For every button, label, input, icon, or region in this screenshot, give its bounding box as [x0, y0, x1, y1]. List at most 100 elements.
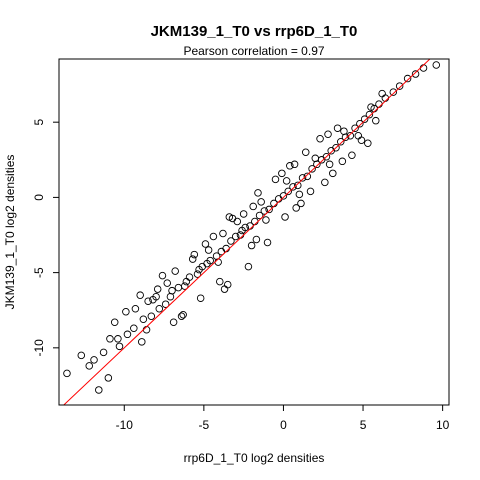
data-point — [279, 192, 288, 200]
data-point — [179, 310, 187, 319]
data-point — [306, 187, 315, 196]
data-point — [252, 235, 261, 244]
data-point — [321, 178, 329, 187]
data-point — [254, 189, 262, 197]
data-point — [63, 369, 71, 378]
data-point — [110, 318, 119, 327]
chart-title: JKM139_1_T0 vs rrp6D_1_T0 — [151, 23, 358, 40]
data-point — [99, 348, 108, 357]
data-point — [432, 61, 441, 69]
data-point — [292, 204, 300, 212]
x-tick-label: -5 — [199, 418, 210, 432]
data-point — [142, 326, 151, 334]
data-point — [284, 187, 292, 196]
data-point — [249, 202, 257, 211]
data-point — [153, 285, 162, 293]
x-tick-label: -10 — [116, 418, 134, 432]
data-point — [332, 144, 340, 152]
data-point — [122, 307, 130, 316]
data-point — [147, 312, 156, 320]
data-point — [185, 273, 194, 281]
data-point — [220, 285, 229, 293]
data-point — [357, 136, 366, 144]
data-point — [138, 338, 146, 346]
data-point — [158, 271, 167, 280]
data-point — [298, 174, 307, 182]
y-axis-label: JKM139_1_T0 log2 densities — [3, 155, 17, 310]
data-point — [181, 282, 189, 290]
data-point — [301, 148, 310, 157]
data-point — [419, 64, 428, 72]
data-point — [114, 335, 122, 343]
x-tick-label: 10 — [436, 418, 450, 432]
y-tick-label: 0 — [32, 194, 46, 201]
points-layer — [63, 61, 441, 394]
x-tick-label: 0 — [280, 418, 287, 432]
data-point — [290, 160, 299, 169]
y-tick-label: 5 — [32, 119, 46, 126]
data-point — [257, 198, 265, 206]
data-point — [219, 229, 227, 238]
data-point — [308, 165, 316, 173]
data-point — [168, 286, 176, 295]
data-point — [274, 195, 283, 203]
data-point — [281, 213, 289, 221]
data-point — [104, 374, 113, 382]
data-point — [303, 172, 312, 181]
data-point — [227, 237, 235, 245]
data-point — [177, 312, 186, 320]
data-point — [294, 181, 302, 190]
data-point — [340, 127, 348, 135]
data-point — [348, 151, 356, 160]
x-axis-label: rrp6D_1_T0 log2 densities — [184, 451, 325, 465]
data-point — [216, 277, 224, 286]
data-point — [260, 207, 269, 215]
data-point — [251, 217, 259, 226]
data-point — [231, 232, 240, 241]
y-tick-label: -5 — [32, 267, 46, 278]
data-point — [190, 250, 199, 259]
data-point — [372, 116, 380, 125]
data-point — [333, 124, 342, 132]
data-point — [346, 131, 355, 140]
data-point — [325, 160, 334, 169]
data-point — [136, 291, 144, 299]
data-point — [354, 131, 363, 140]
data-point — [233, 217, 242, 226]
data-point — [262, 216, 270, 224]
data-point — [297, 199, 305, 208]
data-point — [381, 94, 390, 102]
data-point — [90, 356, 98, 364]
data-point — [174, 283, 183, 292]
data-point — [155, 304, 164, 313]
data-point — [139, 315, 148, 324]
data-point — [295, 190, 304, 199]
data-point — [209, 232, 218, 241]
chart-subtitle: Pearson correlation = 0.97 — [183, 44, 324, 58]
data-point — [222, 244, 230, 253]
data-point — [255, 211, 264, 220]
data-point — [123, 330, 132, 339]
data-point — [324, 130, 332, 138]
data-point — [286, 162, 294, 170]
data-point — [204, 246, 213, 254]
data-point — [364, 139, 372, 147]
data-point — [161, 300, 170, 308]
data-point — [365, 110, 374, 119]
data-point — [115, 342, 124, 351]
data-point — [238, 226, 246, 235]
y-tick-label: -10 — [32, 339, 46, 357]
data-point — [169, 318, 178, 327]
x-axis: -10 -5 0 5 10 — [116, 405, 450, 432]
data-point — [163, 279, 171, 287]
data-point — [85, 362, 93, 370]
data-point — [356, 119, 364, 128]
data-point — [265, 205, 273, 214]
data-point — [360, 115, 369, 123]
data-point — [329, 169, 337, 178]
data-point — [130, 324, 138, 333]
data-point — [244, 262, 253, 271]
data-point — [106, 335, 114, 343]
